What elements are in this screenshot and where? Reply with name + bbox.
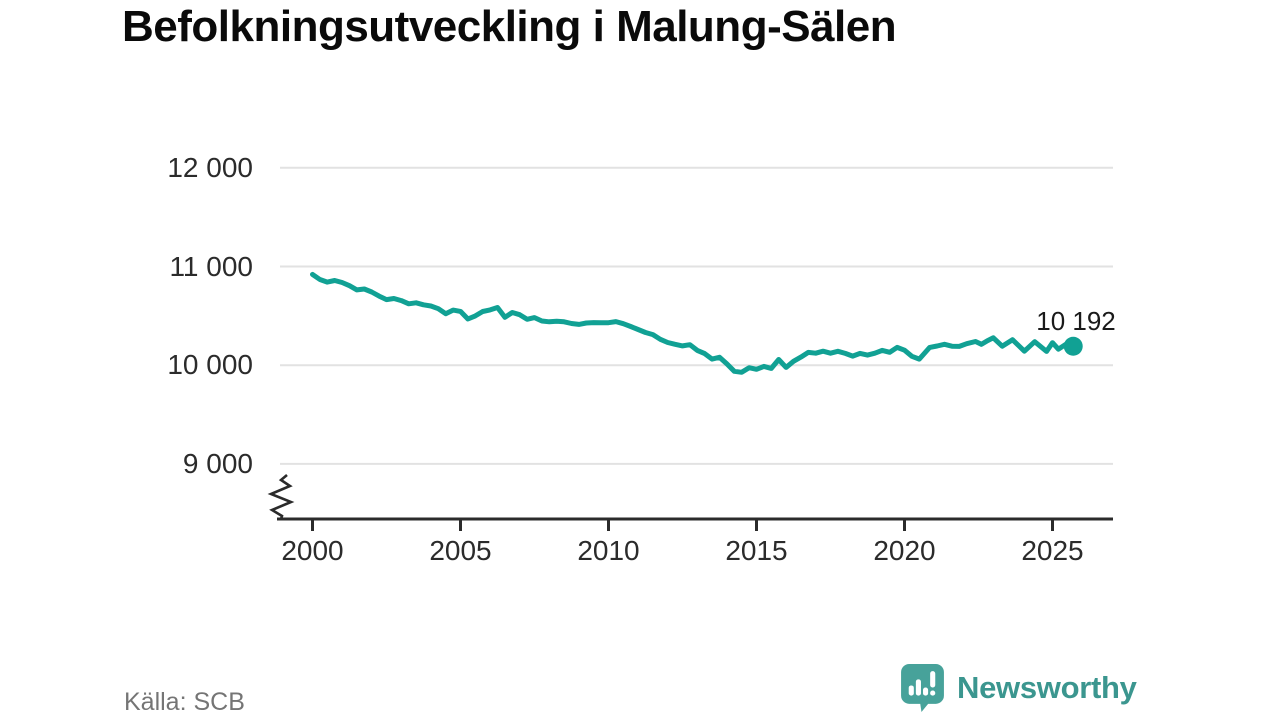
y-axis-break-icon (267, 474, 295, 520)
newsworthy-bubble-chart-icon (901, 664, 944, 712)
y-tick-label-12000: 12 000 (167, 151, 253, 183)
x-tick-label-2020: 2020 (873, 535, 936, 566)
x-tick-label-2015: 2015 (725, 535, 788, 566)
population-line (310, 271, 1076, 375)
chart-title: Befolkningsutveckling i Malung-Sälen (122, 2, 897, 51)
newsworthy-logo: Newsworthy (899, 663, 1137, 713)
x-tick-label-2005: 2005 (429, 535, 492, 566)
y-tick-label-10000: 10 000 (167, 349, 253, 381)
x-tick-label-2025: 2025 (1021, 535, 1084, 566)
y-tick-label-9000: 9 000 (182, 447, 253, 479)
latest-value-label: 10 192 (1036, 306, 1116, 336)
source-label: Källa: SCB (124, 688, 245, 716)
x-tick-label-2010: 2010 (577, 535, 640, 566)
y-tick-label-11000: 11 000 (169, 250, 253, 282)
newsworthy-wordmark: Newsworthy (957, 670, 1137, 705)
x-tick-label-2000: 2000 (281, 535, 344, 566)
latest-value-dot (1063, 336, 1083, 356)
